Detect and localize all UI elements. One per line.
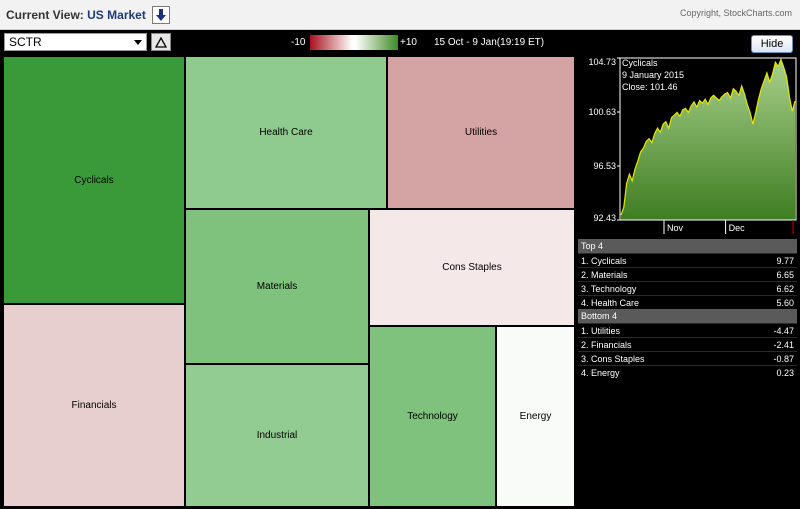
tile-industrial[interactable]: Industrial — [185, 364, 369, 507]
area-fill — [621, 59, 795, 221]
indicator-select-value: SCTR — [9, 35, 42, 49]
list-item[interactable]: 3. Technology 6.62 — [578, 281, 797, 295]
y-tick-label: 100.63 — [588, 107, 616, 117]
tile-financials[interactable]: Financials — [3, 304, 185, 507]
item-value: 6.62 — [776, 284, 794, 294]
tile-cons-staples[interactable]: Cons Staples — [369, 209, 575, 326]
tile-label: Utilities — [464, 127, 498, 138]
tile-technology[interactable]: Technology — [369, 326, 496, 507]
item-label: 4. Health Care — [581, 298, 640, 308]
item-value: 9.77 — [776, 256, 794, 266]
item-value: -4.47 — [773, 326, 794, 336]
color-scale-bar — [310, 35, 398, 50]
tile-label: Health Care — [259, 127, 313, 138]
chart-close: Close: 101.46 — [622, 82, 678, 92]
item-label: 1. Cyclicals — [581, 256, 627, 266]
item-value: -2.41 — [773, 340, 794, 350]
list-item[interactable]: 2. Materials 6.65 — [578, 267, 797, 281]
tile-materials[interactable]: Materials — [185, 209, 369, 364]
scale-max-label: +10 — [400, 37, 417, 48]
x-tick-label: Dec — [729, 223, 746, 233]
y-tick-label: 92.43 — [593, 213, 616, 223]
chart-title: Cyclicals — [622, 58, 658, 68]
list-item[interactable]: 2. Financials -2.41 — [578, 337, 797, 351]
list-item[interactable]: 3. Cons Staples -0.87 — [578, 351, 797, 365]
tile-label: Materials — [256, 281, 298, 292]
list-item[interactable]: 4. Health Care 5.60 — [578, 295, 797, 309]
down-arrow-icon — [156, 9, 166, 21]
current-view-label: Current View: — [6, 8, 84, 22]
y-tick-label: 96.53 — [593, 161, 616, 171]
x-axis: Nov Dec — [663, 220, 794, 234]
tile-utilities[interactable]: Utilities — [387, 56, 575, 209]
download-button[interactable] — [152, 6, 170, 24]
price-line — [620, 58, 796, 216]
indicator-select[interactable]: SCTR — [4, 33, 147, 51]
tile-label: Cyclicals — [74, 174, 114, 186]
item-value: 0.23 — [776, 368, 794, 378]
x-tick-label: Nov — [667, 223, 684, 233]
tile-label: Energy — [519, 411, 552, 422]
item-label: 4. Energy — [581, 368, 620, 378]
copyright-text: Copyright, StockCharts.com — [679, 8, 792, 18]
item-label: 3. Technology — [581, 284, 637, 294]
list-item[interactable]: 1. Cyclicals 9.77 — [578, 253, 797, 267]
tile-label: Industrial — [256, 430, 298, 441]
current-view: Current View: US Market — [6, 8, 146, 22]
current-view-value: US Market — [87, 8, 146, 22]
tile-label: Technology — [407, 411, 458, 422]
control-bar: SCTR -10 +10 15 Oct - 9 Jan(19:19 ET) Hi… — [0, 30, 800, 56]
item-label: 3. Cons Staples — [581, 354, 645, 364]
date-range: 15 Oct - 9 Jan(19:19 ET) — [434, 37, 545, 48]
top-bar: Current View: US Market Copyright, Stock… — [0, 0, 800, 30]
item-label: 1. Utilities — [581, 326, 621, 336]
delta-icon — [155, 36, 167, 48]
sector-treemap: Cyclicals Health Care Utilities Material… — [0, 56, 577, 509]
sector-chart: 104.73 100.63 96.53 92.43 Nov Dec Cyclicals … — [578, 56, 798, 236]
y-tick-label: 104.73 — [588, 57, 616, 67]
tile-label: Cons Staples — [442, 262, 502, 273]
scale-min-label: -10 — [291, 37, 306, 48]
delta-button[interactable] — [151, 33, 171, 51]
item-value: -0.87 — [773, 354, 794, 364]
tile-label: Financials — [71, 400, 117, 411]
item-value: 5.60 — [776, 298, 794, 308]
item-value: 6.65 — [776, 270, 794, 280]
item-label: 2. Financials — [581, 340, 632, 350]
bottom-header: Bottom 4 — [578, 309, 797, 323]
list-item[interactable]: 1. Utilities -4.47 — [578, 323, 797, 337]
plot-border — [619, 57, 797, 221]
tile-cyclicals[interactable]: Cyclicals — [3, 56, 185, 304]
tile-health-care[interactable]: Health Care — [185, 56, 387, 209]
list-item[interactable]: 4. Energy 0.23 — [578, 365, 797, 379]
item-label: 2. Materials — [581, 270, 628, 280]
chart-date: 9 January 2015 — [622, 70, 684, 80]
chevron-down-icon — [134, 40, 142, 45]
tile-energy[interactable]: Energy — [496, 326, 575, 507]
y-axis: 104.73 100.63 96.53 92.43 — [588, 57, 620, 223]
rankings-panel: Top 4 1. Cyclicals 9.77 2. Materials 6.65 … — [578, 239, 797, 379]
hide-button[interactable]: Hide — [751, 35, 793, 53]
top-header: Top 4 — [578, 239, 797, 253]
